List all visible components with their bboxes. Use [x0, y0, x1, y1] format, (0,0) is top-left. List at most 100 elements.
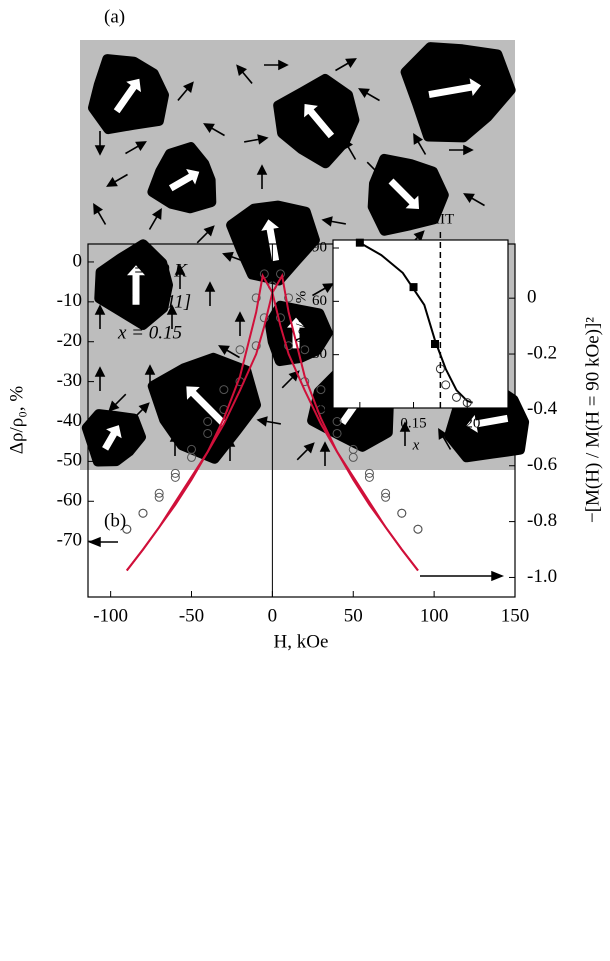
- y-tick-label: -50: [57, 450, 82, 471]
- spin-arrow: [94, 366, 106, 391]
- data-point: [284, 293, 294, 303]
- grain-moment: [304, 103, 335, 139]
- grain-moment: [186, 386, 227, 427]
- spin-arrow: [335, 58, 357, 72]
- spin-arrow: [256, 164, 268, 189]
- spin-arrow: [244, 134, 269, 145]
- spin-arrow: [463, 193, 485, 207]
- data-point: [364, 468, 374, 478]
- y2-tick-label: -1.0: [527, 566, 557, 587]
- y-axis-label: Δρ/ρ₀, %: [6, 386, 27, 455]
- spin-arrow: [321, 216, 346, 227]
- y2-axis-label: −[M(H) / M(H = 90 kOe)]²: [582, 317, 603, 523]
- inset-background: [333, 240, 508, 408]
- x-tick-label: 50: [344, 605, 363, 626]
- spin-arrow: [174, 264, 186, 289]
- x-tick-label: 0.15: [400, 415, 426, 431]
- inset-y-label: −Δρ/ρ₀, %: [293, 291, 309, 353]
- spin-arrow: [196, 225, 215, 244]
- data-point: [441, 380, 451, 390]
- spin-arrow: [343, 138, 357, 160]
- spin-arrow: [106, 173, 128, 187]
- y-tick-label: 90: [312, 239, 327, 255]
- spin-arrow: [236, 64, 253, 84]
- data-point: [316, 385, 326, 395]
- inset-x-label: x: [412, 437, 420, 453]
- data-point: [154, 488, 164, 498]
- y-tick-label: 0: [320, 399, 328, 415]
- x-tick-label: -50: [179, 605, 204, 626]
- x-axis-label: H, kOe: [274, 631, 329, 652]
- grain: [147, 142, 217, 214]
- x-tick-label: 150: [501, 605, 530, 626]
- axis-arrow: [87, 536, 118, 548]
- data-point: [332, 428, 342, 438]
- annotation: x = 0.15: [117, 322, 182, 343]
- data-point: [251, 293, 261, 303]
- data-point: [381, 488, 391, 498]
- y-tick-label: 30: [312, 346, 327, 362]
- data-point: [235, 345, 245, 355]
- y2-tick-label: -0.2: [527, 342, 557, 363]
- data-point: [170, 472, 180, 482]
- spin-arrow: [108, 393, 127, 412]
- spin-arrow: [166, 304, 178, 329]
- data-point: [348, 444, 358, 454]
- grain-moment: [102, 425, 122, 451]
- y-tick-label: -60: [57, 490, 82, 511]
- data-point: [381, 492, 391, 502]
- spin-arrow: [264, 59, 289, 71]
- grain-moment: [388, 178, 420, 210]
- data-point: [219, 385, 229, 395]
- spin-arrow: [93, 203, 107, 225]
- data-point: [203, 428, 213, 438]
- spin-arrow: [94, 304, 106, 329]
- spin-arrow: [177, 81, 194, 101]
- y-tick-label: -70: [57, 530, 82, 551]
- y-tick-label: 60: [312, 293, 327, 309]
- x-tick-label: 0: [268, 605, 278, 626]
- x-tick-label: -100: [93, 605, 128, 626]
- data-point: [187, 452, 197, 462]
- y2-tick-label: -0.4: [527, 398, 558, 419]
- spin-arrow: [399, 421, 411, 446]
- grain-moment: [261, 219, 280, 262]
- spin-arrow: [438, 428, 452, 450]
- spin-arrow: [125, 141, 147, 155]
- spin-arrow: [203, 123, 225, 137]
- data-point: [122, 524, 132, 534]
- plot-frame: [87, 243, 516, 598]
- data-point: [138, 508, 148, 518]
- grain-moment: [168, 168, 200, 192]
- inset: 0.1 0.15 0.20 0 30 60 90 MIT x −Δρ/ρ₀, %: [293, 211, 509, 453]
- annotation: T = 10 K: [118, 260, 188, 281]
- x-tick-label: 0.20: [454, 415, 480, 431]
- data-point: [451, 392, 461, 402]
- y2-tick-label: 0: [527, 287, 537, 308]
- spin-arrow: [358, 88, 380, 102]
- data-point: [332, 416, 342, 426]
- data-point: [364, 472, 374, 482]
- data-point: [397, 508, 407, 518]
- y2-tick-label: -0.6: [527, 454, 557, 475]
- mit-label: MIT: [427, 211, 455, 227]
- data-point: [203, 416, 213, 426]
- y-tick-label: 0: [73, 250, 83, 271]
- spin-arrow: [413, 133, 427, 155]
- panel-label: (a): [104, 6, 125, 27]
- grain-moment: [127, 265, 145, 305]
- axis-arrow: [420, 570, 505, 582]
- spin-arrow: [224, 436, 236, 461]
- spin-arrow: [94, 131, 106, 156]
- spin-arrow: [222, 251, 246, 263]
- spin-arrow: [296, 442, 315, 461]
- spin-arrow: [169, 431, 181, 456]
- data-point: [462, 398, 472, 408]
- spin-arrow: [148, 208, 162, 230]
- spin-arrow: [131, 402, 150, 421]
- spin-arrow: [366, 161, 385, 180]
- spin-arrow: [234, 311, 246, 336]
- spin-arrow: [319, 441, 331, 466]
- plot-frame: [332, 239, 509, 409]
